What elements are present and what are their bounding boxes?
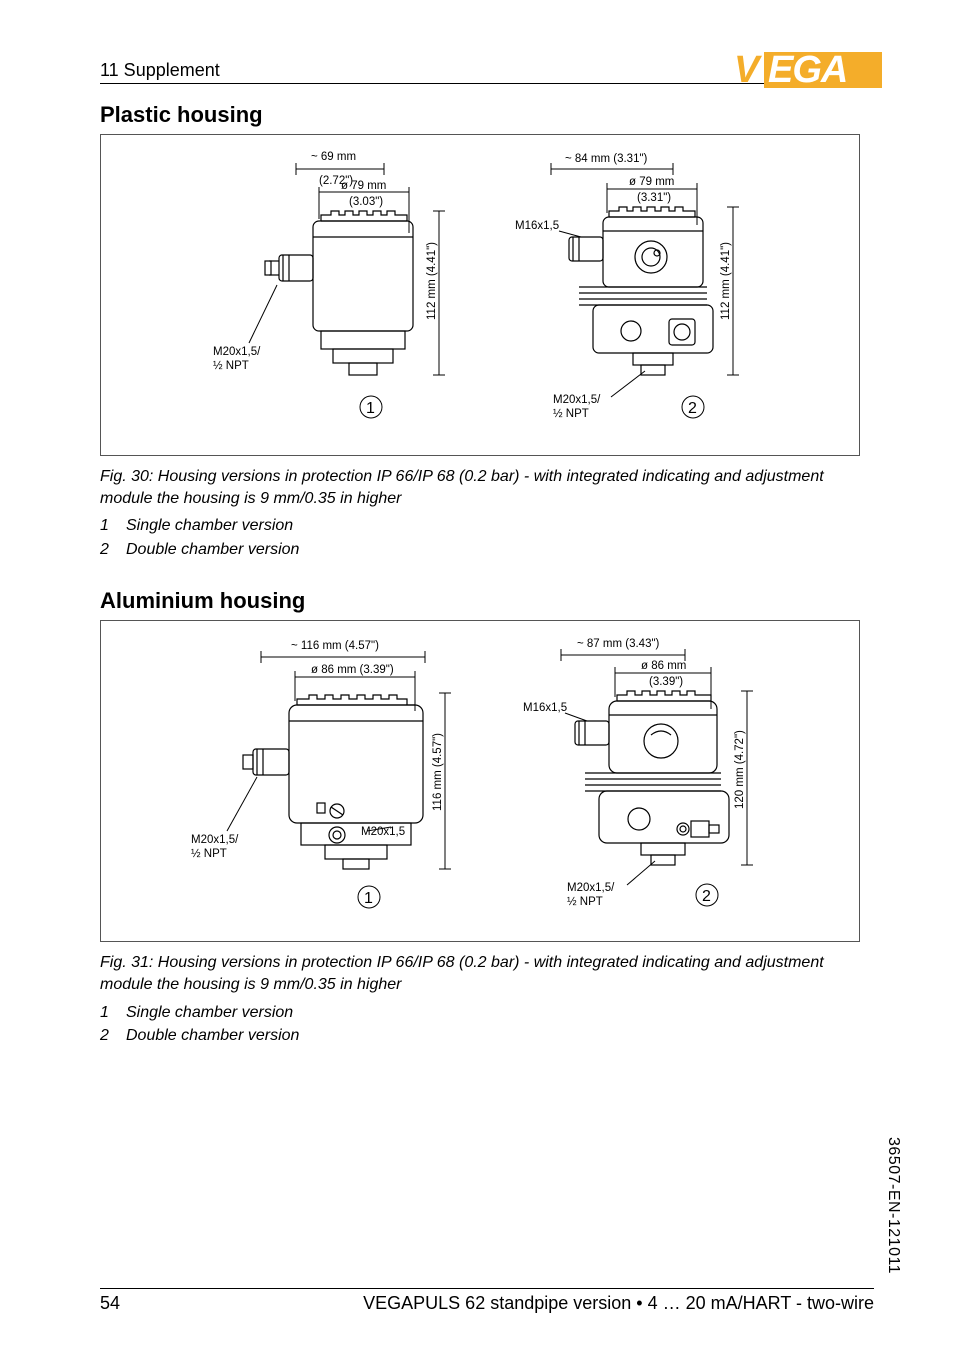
header-section: 11 Supplement bbox=[100, 60, 220, 81]
svg-text:~ 116 mm (4.57"): ~ 116 mm (4.57") bbox=[291, 640, 379, 652]
svg-text:(3.31"): (3.31") bbox=[637, 192, 671, 204]
plastic-title: Plastic housing bbox=[100, 102, 874, 128]
svg-text:M16x1,5: M16x1,5 bbox=[523, 702, 567, 714]
figure-31-caption: Fig. 31: Housing versions in protection … bbox=[100, 952, 880, 995]
svg-text:M16x1,5: M16x1,5 bbox=[515, 220, 559, 232]
svg-text:ø 79 mm: ø 79 mm bbox=[629, 176, 674, 188]
figure-30-caption: Fig. 30: Housing versions in protection … bbox=[100, 466, 880, 509]
svg-text:~ 84 mm (3.31"): ~ 84 mm (3.31") bbox=[565, 153, 648, 165]
svg-text:½ NPT: ½ NPT bbox=[567, 896, 603, 908]
fig31-legend-2: 2Double chamber version bbox=[100, 1025, 874, 1047]
svg-text:1: 1 bbox=[364, 890, 373, 907]
page-footer: 54 VEGAPULS 62 standpipe version • 4 … 2… bbox=[100, 1288, 874, 1314]
svg-text:M20x1,5/: M20x1,5/ bbox=[213, 346, 261, 358]
svg-text:½ NPT: ½ NPT bbox=[213, 360, 249, 372]
svg-text:M20x1,5/: M20x1,5/ bbox=[567, 882, 615, 894]
svg-text:ø 86 mm (3.39"): ø 86 mm (3.39") bbox=[311, 664, 394, 676]
svg-text:½ NPT: ½ NPT bbox=[553, 408, 589, 420]
svg-text:M20x1,5/: M20x1,5/ bbox=[553, 394, 601, 406]
aluminium-title: Aluminium housing bbox=[100, 588, 874, 614]
svg-text:(3.03"): (3.03") bbox=[349, 196, 383, 208]
svg-text:2: 2 bbox=[702, 888, 711, 905]
svg-text:M20x1,5: M20x1,5 bbox=[361, 826, 405, 838]
figure-31: ~ 116 mm (4.57") ø 86 mm (3.39") bbox=[100, 620, 860, 942]
svg-text:112 mm (4.41"): 112 mm (4.41") bbox=[426, 242, 438, 320]
svg-text:ø 86 mm: ø 86 mm bbox=[641, 660, 686, 672]
svg-text:M20x1,5/: M20x1,5/ bbox=[191, 834, 239, 846]
svg-text:2: 2 bbox=[688, 400, 697, 417]
svg-text:~ 87 mm (3.43"): ~ 87 mm (3.43") bbox=[577, 638, 660, 650]
svg-text:116 mm (4.57"): 116 mm (4.57") bbox=[432, 733, 444, 811]
svg-text:120 mm (4.72"): 120 mm (4.72") bbox=[734, 730, 746, 809]
document-id: 36507-EN-121011 bbox=[884, 1137, 902, 1274]
svg-text:EGA: EGA bbox=[768, 49, 847, 91]
figure-30: ~ 69 mm (2.72") ø 79 mm (3.03") bbox=[100, 134, 860, 456]
svg-text:~ 69 mm: ~ 69 mm bbox=[311, 151, 356, 163]
svg-text:ø 79 mm: ø 79 mm bbox=[341, 180, 386, 192]
fig31-legend-1: 1Single chamber version bbox=[100, 1002, 874, 1024]
svg-text:1: 1 bbox=[366, 400, 375, 417]
fig30-legend-1: 1Single chamber version bbox=[100, 515, 874, 537]
fig30-legend-2: 2Double chamber version bbox=[100, 539, 874, 561]
svg-text:V: V bbox=[734, 49, 762, 91]
svg-text:(3.39"): (3.39") bbox=[649, 676, 683, 688]
product-line: VEGAPULS 62 standpipe version • 4 … 20 m… bbox=[363, 1293, 874, 1314]
svg-text:112 mm (4.41"): 112 mm (4.41") bbox=[720, 242, 732, 320]
brand-logo: V EGA bbox=[734, 48, 884, 92]
svg-text:½ NPT: ½ NPT bbox=[191, 848, 227, 860]
page-number: 54 bbox=[100, 1293, 120, 1314]
